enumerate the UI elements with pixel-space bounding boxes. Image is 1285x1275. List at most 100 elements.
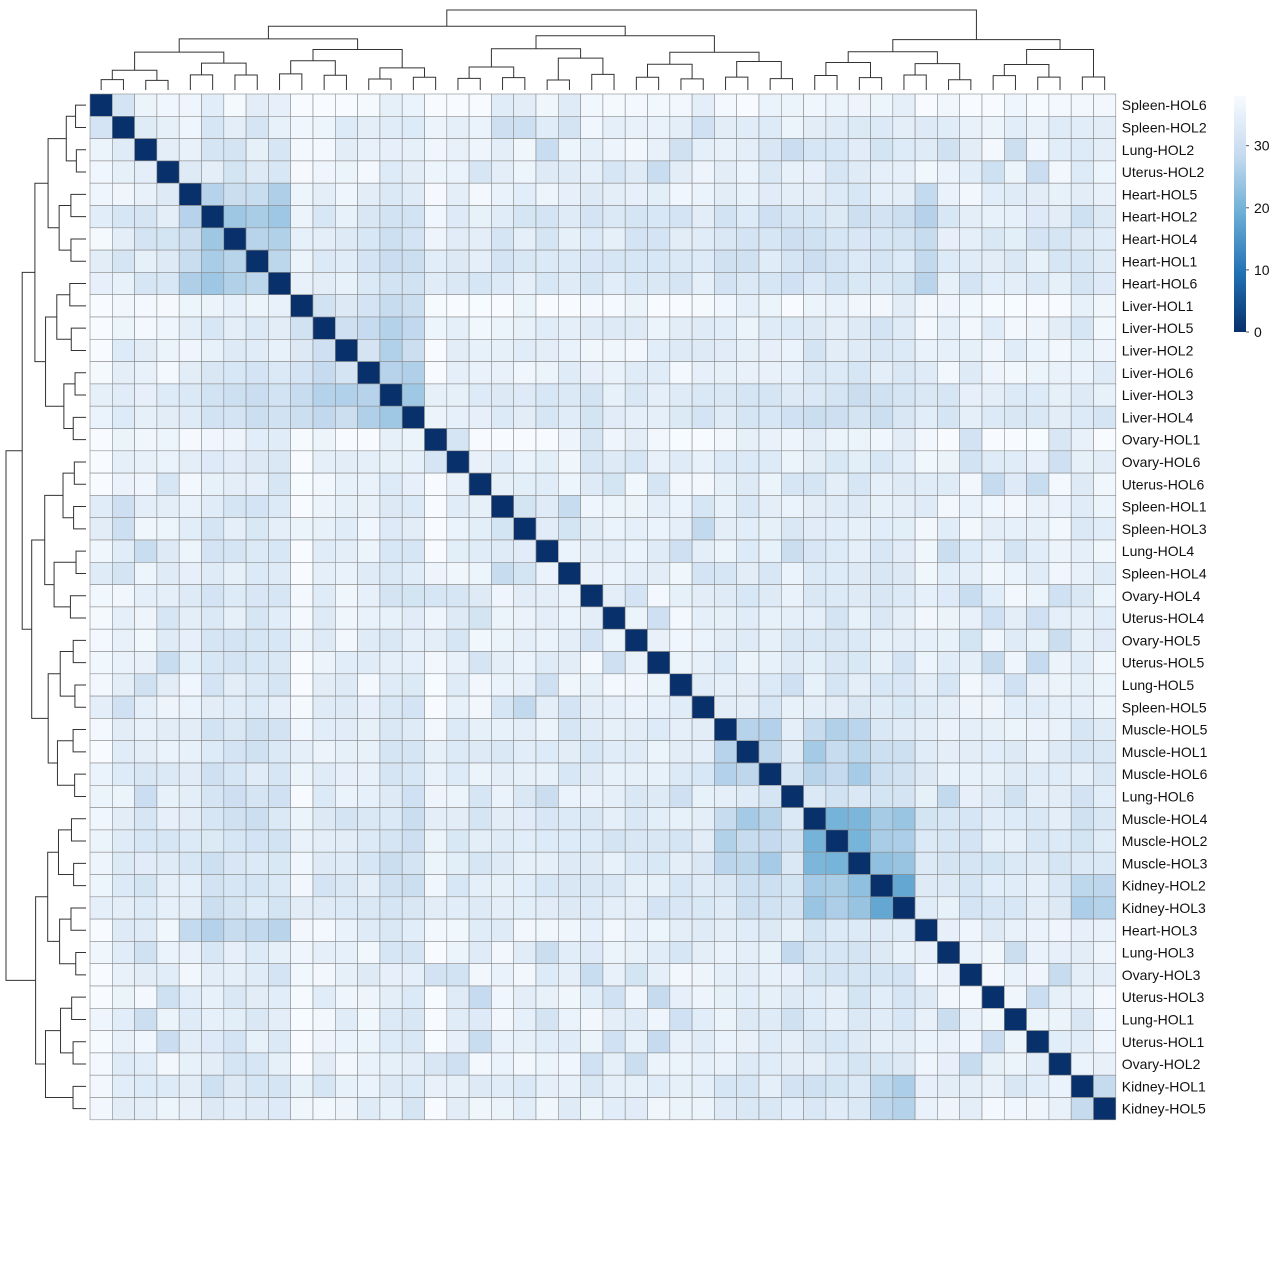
heatmap-cell	[245, 673, 269, 697]
heatmap-cell	[268, 807, 291, 831]
heatmap-cell	[312, 918, 336, 942]
heatmap-cell	[223, 1074, 247, 1098]
heatmap-cell	[624, 450, 648, 474]
heatmap-cell	[669, 428, 693, 452]
heatmap-cell	[669, 182, 693, 206]
heatmap-cell	[1048, 584, 1072, 608]
heatmap-cell	[1003, 874, 1027, 898]
heatmap-cell	[892, 1052, 916, 1076]
heatmap-cell	[669, 338, 693, 362]
heatmap-cell	[1093, 517, 1117, 541]
heatmap-cell	[201, 1007, 225, 1031]
heatmap-cell	[736, 896, 760, 920]
heatmap-cell	[223, 740, 247, 764]
heatmap-cell	[825, 874, 849, 898]
heatmap-cell	[290, 628, 314, 652]
heatmap-cell	[937, 963, 961, 987]
heatmap-cell	[491, 383, 514, 407]
heatmap-cell	[914, 1097, 938, 1121]
heatmap-cell	[201, 294, 225, 318]
heatmap-cell	[513, 606, 537, 630]
heatmap-cell	[1093, 361, 1117, 385]
heatmap-cell	[914, 985, 938, 1009]
heatmap-cell	[825, 740, 849, 764]
heatmap-cell	[892, 93, 916, 117]
heatmap-cell	[714, 740, 738, 764]
row-label: Liver-HOL1	[1122, 298, 1194, 314]
heatmap-cell	[401, 205, 425, 229]
heatmap-cell	[379, 762, 403, 786]
heatmap-cell	[312, 1007, 336, 1031]
heatmap-cell	[357, 93, 381, 117]
heatmap-cell	[557, 1097, 581, 1121]
heatmap-cell	[1003, 428, 1027, 452]
heatmap-cell	[847, 472, 871, 496]
heatmap-cell	[268, 762, 291, 786]
heatmap-cell	[892, 695, 916, 719]
heatmap-cell	[268, 450, 291, 474]
heatmap-cell	[112, 1007, 135, 1031]
heatmap-cell	[290, 762, 314, 786]
heatmap-cell	[535, 829, 559, 853]
heatmap-cell	[424, 695, 448, 719]
heatmap-cell	[513, 673, 537, 697]
heatmap-cell	[959, 695, 983, 719]
heatmap-cell	[156, 829, 180, 853]
heatmap-cell	[491, 450, 514, 474]
heatmap-cell	[379, 673, 403, 697]
heatmap-cell	[669, 450, 693, 474]
heatmap-cell	[937, 361, 961, 385]
heatmap-cell	[223, 896, 247, 920]
heatmap-cell	[981, 1030, 1005, 1054]
heatmap-cell	[178, 1007, 202, 1031]
heatmap-cell	[1048, 807, 1072, 831]
row-label: Ovary-HOL4	[1122, 588, 1201, 604]
heatmap-cell	[156, 361, 180, 385]
heatmap-cell	[156, 874, 180, 898]
heatmap-cell	[312, 316, 336, 340]
heatmap-cell	[602, 227, 626, 251]
heatmap-cell	[290, 874, 314, 898]
heatmap-cell	[1026, 651, 1050, 675]
heatmap-cell	[312, 205, 336, 229]
heatmap-cell	[1093, 160, 1117, 184]
heatmap-cell	[758, 517, 782, 541]
heatmap-cell	[937, 1030, 961, 1054]
heatmap-cell	[1026, 517, 1050, 541]
heatmap-cell	[714, 874, 738, 898]
heatmap-cell	[491, 138, 514, 162]
heatmap-cell	[780, 673, 804, 697]
heatmap-cell	[870, 829, 894, 853]
heatmap-cell	[959, 160, 983, 184]
heatmap-cell	[736, 673, 760, 697]
heatmap-cell	[847, 160, 871, 184]
heatmap-cell	[334, 1074, 358, 1098]
heatmap-cell	[803, 93, 827, 117]
heatmap-cell	[580, 584, 604, 608]
heatmap-cell	[914, 205, 938, 229]
heatmap-cell	[758, 1097, 782, 1121]
heatmap-cell	[825, 851, 849, 875]
heatmap-cell	[535, 561, 559, 585]
heatmap-cell	[669, 1097, 693, 1121]
heatmap-cell	[379, 272, 403, 295]
heatmap-cell	[312, 784, 336, 808]
heatmap-cell	[178, 874, 202, 898]
row-label: Uterus-HOL2	[1122, 164, 1205, 180]
heatmap-cell	[803, 851, 827, 875]
heatmap-cell	[513, 227, 537, 251]
heatmap-cell	[223, 874, 247, 898]
heatmap-cell	[134, 495, 158, 518]
heatmap-cell	[959, 1030, 983, 1054]
heatmap-cell	[245, 985, 269, 1009]
heatmap-cell	[290, 227, 314, 251]
heatmap-cell	[780, 1097, 804, 1121]
heatmap-cell	[268, 651, 291, 675]
heatmap-cell	[290, 205, 314, 229]
heatmap-cell	[981, 651, 1005, 675]
heatmap-cell	[736, 851, 760, 875]
heatmap-cell	[424, 874, 448, 898]
heatmap-cell	[803, 361, 827, 385]
heatmap-cell	[1070, 606, 1094, 630]
heatmap-cell	[357, 517, 381, 541]
